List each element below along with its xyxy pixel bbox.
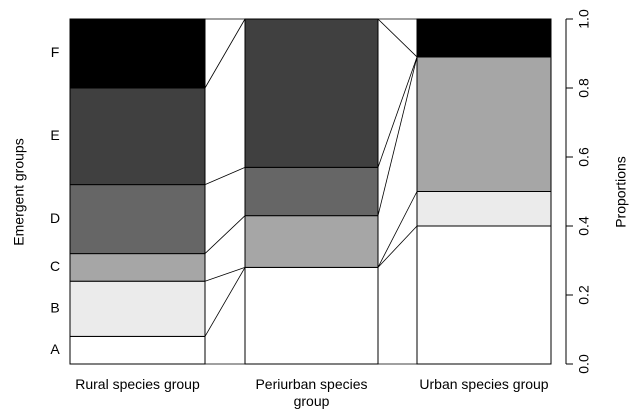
bar-segment xyxy=(69,87,206,186)
bar-segment xyxy=(69,184,206,255)
bar-segment xyxy=(416,225,552,365)
series-label: F xyxy=(51,44,60,60)
bar-segment xyxy=(416,56,552,193)
bar-segment xyxy=(69,253,206,282)
series-label: A xyxy=(50,341,60,357)
y2-tick-label: 1.0 xyxy=(576,9,592,29)
series-label: E xyxy=(50,127,59,143)
series-label: C xyxy=(50,258,60,274)
connector xyxy=(204,215,246,254)
x-tick-label: Urban species group xyxy=(419,376,549,392)
x-tick-label: Rural species group xyxy=(75,376,200,392)
bar-segment xyxy=(69,18,206,89)
bar-segment xyxy=(244,215,379,268)
connector xyxy=(204,267,246,337)
series-label: B xyxy=(50,300,59,316)
y2-tick-label: 0.4 xyxy=(576,216,592,236)
bar-segment xyxy=(244,266,379,365)
y2-tick-label: 0.0 xyxy=(576,354,592,374)
y2-tick-label: 0.8 xyxy=(576,78,592,98)
connector xyxy=(204,18,246,89)
bar-segment xyxy=(244,18,379,168)
connector xyxy=(377,18,418,58)
y2-axis-title: Proportions xyxy=(613,156,629,228)
connector xyxy=(204,267,246,282)
bar-segment xyxy=(244,166,379,217)
y-axis-title: Emergent groups xyxy=(11,138,27,245)
bar-segment xyxy=(69,280,206,337)
connector xyxy=(377,191,418,268)
connector xyxy=(377,56,418,216)
y2-tick-label: 0.6 xyxy=(576,147,592,167)
series-label: D xyxy=(50,210,60,226)
connector xyxy=(204,166,246,185)
bar-segment xyxy=(416,191,552,227)
connector xyxy=(377,225,418,268)
bar-segment xyxy=(69,335,206,365)
bar-segment xyxy=(416,18,552,58)
connector xyxy=(377,56,418,168)
y2-tick-label: 0.2 xyxy=(576,285,592,305)
x-tick-label: Periurban species group xyxy=(255,376,368,409)
